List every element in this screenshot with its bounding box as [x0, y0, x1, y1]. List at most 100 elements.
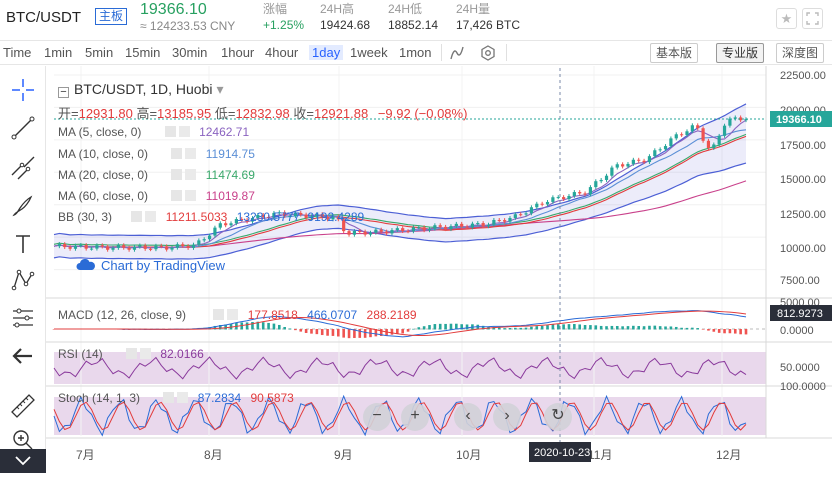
- settings-icon[interactable]: [213, 309, 225, 320]
- candle-body: [218, 223, 222, 228]
- candle-body: [626, 163, 630, 167]
- star-icon[interactable]: ★: [776, 8, 797, 29]
- macd-histogram-bar: [272, 323, 276, 330]
- candle-body: [395, 228, 399, 231]
- close-icon[interactable]: [185, 169, 197, 180]
- settings-icon[interactable]: [164, 126, 176, 137]
- brush-icon[interactable]: [9, 192, 37, 220]
- candle-body: [481, 223, 485, 227]
- macd-histogram-bar: [583, 325, 587, 330]
- measure-icon[interactable]: [9, 304, 37, 332]
- macd-histogram-bar: [417, 327, 421, 330]
- settings-icon[interactable]: [171, 169, 183, 180]
- fib-icon[interactable]: [9, 154, 37, 182]
- candle-body: [712, 144, 716, 149]
- sidebar-collapse[interactable]: [0, 449, 46, 473]
- ruler-icon[interactable]: [9, 392, 37, 420]
- close-icon[interactable]: [177, 392, 189, 403]
- settings-icon[interactable]: [163, 392, 175, 403]
- candle-body: [669, 138, 673, 147]
- settings-icon[interactable]: [131, 211, 143, 222]
- settings-icon[interactable]: [479, 44, 497, 62]
- macd-histogram-bar: [632, 325, 635, 330]
- close-icon[interactable]: [227, 309, 239, 320]
- view-basic-button[interactable]: 基本版: [650, 43, 699, 63]
- trend-line-icon[interactable]: [9, 114, 37, 142]
- tf-1day[interactable]: 1day: [309, 45, 344, 60]
- tf-1mon[interactable]: 1mon: [399, 45, 432, 60]
- chart-area[interactable]: 22500.00 20000.00 17500.00 15000.00 1250…: [46, 66, 832, 473]
- candle-body: [358, 230, 362, 232]
- candle-body: [368, 232, 373, 235]
- candle-body: [68, 247, 72, 249]
- scroll-left-icon[interactable]: ‹: [454, 403, 482, 431]
- caret-down-icon[interactable]: ▾: [216, 81, 224, 97]
- close-icon[interactable]: [178, 126, 190, 137]
- tradingview-watermark[interactable]: Chart by TradingView: [76, 258, 225, 273]
- legend-rsi[interactable]: RSI (14) 82.0166: [58, 347, 204, 361]
- legend-bb[interactable]: BB (30, 3) 11211.5033 13230.5777 9192.42…: [58, 210, 365, 224]
- macd-histogram-bar: [412, 328, 415, 330]
- legend-ma20[interactable]: MA (20, close, 0) 11474.69: [58, 168, 255, 182]
- close-icon[interactable]: [185, 190, 197, 201]
- back-arrow-icon[interactable]: [9, 342, 37, 370]
- candle-body: [433, 225, 437, 229]
- candle-body: [165, 246, 169, 250]
- macd-histogram-bar: [744, 329, 748, 335]
- view-pro-button[interactable]: 专业版: [716, 43, 765, 63]
- reset-icon[interactable]: ↻: [544, 403, 572, 431]
- settings-icon[interactable]: [171, 190, 183, 201]
- tf-1hour[interactable]: 1hour: [221, 45, 255, 60]
- tf-5min[interactable]: 5min: [85, 45, 114, 60]
- text-icon[interactable]: [9, 230, 37, 258]
- legend-stoch[interactable]: Stoch (14, 1, 3) 87.2834 90.5873: [58, 391, 294, 405]
- tf-15min[interactable]: 15min: [125, 45, 161, 60]
- view-depth-button[interactable]: 深度图: [776, 43, 825, 63]
- macd-histogram-bar: [261, 322, 265, 330]
- legend-macd[interactable]: MACD (12, 26, close, 9) 177.8518 466.070…: [58, 308, 417, 322]
- tf-time[interactable]: Time: [3, 45, 32, 60]
- settings-icon[interactable]: [126, 348, 138, 359]
- time-tick: 11月: [588, 448, 612, 462]
- fullscreen-icon[interactable]: [802, 8, 823, 29]
- macd-histogram-bar: [626, 326, 630, 330]
- legend-ma60[interactable]: MA (60, close, 0) 11019.87: [58, 189, 255, 203]
- pair-name[interactable]: BTC/USDT: [6, 9, 81, 26]
- candle-body: [213, 227, 217, 236]
- close-icon[interactable]: [185, 148, 197, 159]
- macd-histogram-bar: [218, 325, 222, 330]
- tf-30min[interactable]: 30min: [172, 45, 208, 60]
- zoom-in-icon[interactable]: +: [401, 403, 429, 431]
- settings-icon[interactable]: [171, 148, 183, 159]
- macd-histogram-bar: [642, 326, 646, 330]
- macd-histogram-bar: [315, 329, 319, 335]
- candle-body: [497, 219, 501, 221]
- crosshair-icon[interactable]: [9, 76, 37, 104]
- tf-4hour[interactable]: 4hour: [265, 45, 299, 60]
- candle-body: [234, 219, 238, 224]
- candle-body: [578, 192, 582, 194]
- candle-body: [127, 247, 131, 250]
- pattern-icon[interactable]: [9, 266, 37, 294]
- chevron-down-icon: [15, 456, 31, 466]
- tf-1min[interactable]: 1min: [44, 45, 73, 60]
- zoom-out-icon[interactable]: −: [363, 403, 391, 431]
- candle-body: [642, 160, 646, 163]
- scroll-right-icon[interactable]: ›: [493, 403, 521, 431]
- rsi-series: [53, 356, 747, 380]
- close-icon[interactable]: [145, 211, 157, 222]
- price-tick: 15000.00: [780, 174, 826, 186]
- close-icon[interactable]: [140, 348, 152, 359]
- indicators-icon[interactable]: [448, 44, 466, 62]
- legend-ma10[interactable]: MA (10, close, 0) 11914.75: [58, 147, 255, 161]
- candle-body: [111, 247, 115, 250]
- zoom-in-icon[interactable]: [9, 426, 37, 454]
- candle-body: [79, 245, 83, 247]
- candle-body: [374, 229, 378, 233]
- tf-1week[interactable]: 1week: [350, 45, 388, 60]
- candle-body: [186, 245, 190, 248]
- legend-ma5[interactable]: MA (5, close, 0) 12462.71: [58, 125, 250, 139]
- chart-canvas[interactable]: 22500.00 20000.00 17500.00 15000.00 1250…: [46, 66, 832, 473]
- collapse-legend-icon[interactable]: −: [58, 87, 69, 98]
- candle-body: [224, 223, 228, 226]
